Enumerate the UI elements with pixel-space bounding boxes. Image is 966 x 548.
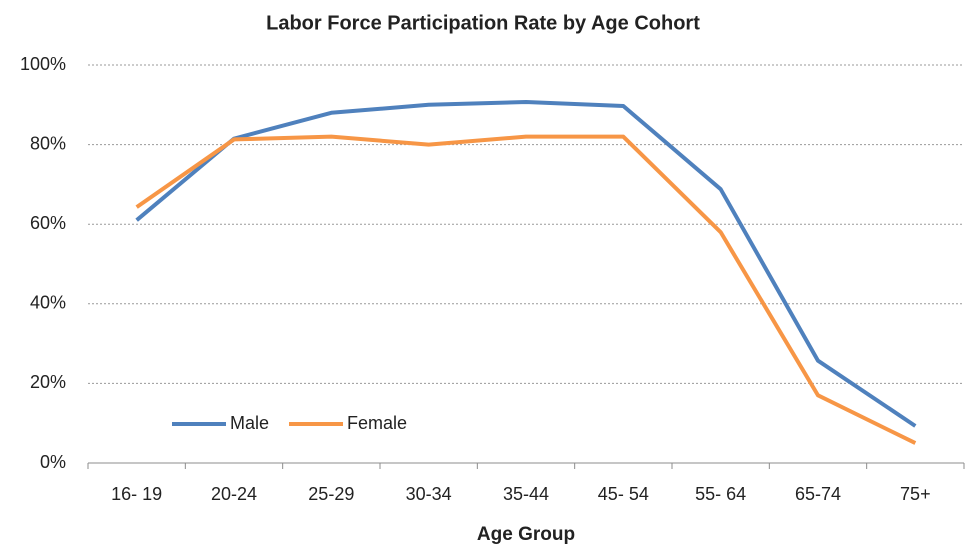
x-tick-label: 45- 54 (598, 484, 649, 504)
y-tick-label: 80% (30, 133, 66, 153)
x-tick-label: 25-29 (308, 484, 354, 504)
line (135, 100, 917, 428)
y-tick-label: 40% (30, 293, 66, 313)
x-axis-label: Age Group (477, 524, 575, 545)
chart-title: Labor Force Participation Rate by Age Co… (266, 12, 700, 34)
y-tick-label: 60% (30, 213, 66, 233)
legend-label: Female (347, 413, 407, 433)
x-tick-label: 30-34 (406, 484, 452, 504)
line (135, 134, 917, 445)
x-tick-label: 20-24 (211, 484, 257, 504)
x-tick-label: 55- 64 (695, 484, 746, 504)
y-tick-label: 100% (20, 54, 66, 74)
x-tick-label: 35-44 (503, 484, 549, 504)
x-tick-label: 65-74 (795, 484, 841, 504)
legend-label: Male (230, 413, 269, 433)
x-tick-label: 16- 19 (111, 484, 162, 504)
x-tick-label: 75+ (900, 484, 931, 504)
y-tick-label: 0% (40, 452, 66, 472)
y-tick-label: 20% (30, 372, 66, 392)
